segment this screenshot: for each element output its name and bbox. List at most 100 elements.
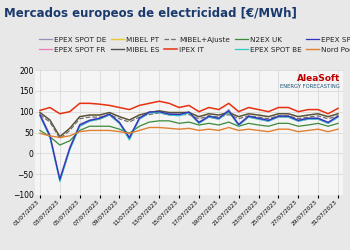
Nord Pool	[246, 128, 251, 131]
EPEX SPOT FR	[98, 118, 102, 121]
MIBEL PT	[48, 118, 52, 122]
IPEX IT	[48, 106, 52, 109]
Nord Pool	[147, 126, 151, 129]
EPEX SPOT FR	[38, 114, 42, 117]
EPEX SPOT FR	[68, 148, 72, 151]
Nord Pool	[306, 129, 310, 132]
Nord Pool	[58, 136, 62, 139]
EPEX SPOT FR	[147, 112, 151, 114]
IPEX IT	[217, 108, 221, 111]
EPEX SPOT BE	[137, 118, 141, 121]
MIBEL ES	[237, 115, 241, 118]
EPEX SPOT NL	[326, 121, 330, 124]
MIBEL+Ajuste	[147, 113, 151, 116]
N2EX UK	[207, 122, 211, 125]
IPEX IT	[167, 102, 171, 105]
EPEX SPOT NL	[157, 110, 161, 113]
EPEX SPOT DE	[197, 120, 201, 124]
Nord Pool	[88, 129, 92, 132]
Text: ENERGY FORECASTING: ENERGY FORECASTING	[280, 84, 340, 89]
N2EX UK	[38, 129, 42, 132]
MIBEL+Ajuste	[217, 116, 221, 118]
EPEX SPOT FR	[266, 120, 271, 123]
Nord Pool	[177, 128, 181, 131]
IPEX IT	[58, 112, 62, 115]
EPEX SPOT DE	[167, 112, 171, 115]
Text: Mercados europeos de electricidad [€/MWh]: Mercados europeos de electricidad [€/MWh…	[4, 8, 296, 20]
EPEX SPOT DE	[187, 110, 191, 113]
EPEX SPOT BE	[306, 118, 310, 121]
EPEX SPOT FR	[316, 118, 320, 121]
EPEX SPOT DE	[68, 146, 72, 148]
EPEX SPOT BE	[217, 118, 221, 121]
EPEX SPOT DE	[237, 123, 241, 126]
EPEX SPOT NL	[237, 123, 241, 126]
MIBEL PT	[137, 114, 141, 116]
Nord Pool	[107, 129, 112, 132]
EPEX SPOT DE	[227, 108, 231, 111]
MIBEL PT	[177, 111, 181, 114]
MIBEL+Ajuste	[246, 114, 251, 117]
EPEX SPOT DE	[257, 116, 261, 119]
EPEX SPOT NL	[137, 117, 141, 120]
EPEX SPOT DE	[326, 120, 330, 124]
N2EX UK	[157, 119, 161, 122]
IPEX IT	[78, 102, 82, 105]
N2EX UK	[326, 125, 330, 128]
EPEX SPOT FR	[276, 116, 280, 118]
EPEX SPOT DE	[78, 123, 82, 126]
Line: MIBEL PT: MIBEL PT	[40, 111, 338, 137]
MIBEL+Ajuste	[276, 114, 280, 117]
EPEX SPOT BE	[227, 110, 231, 113]
Nord Pool	[257, 129, 261, 132]
EPEX SPOT DE	[48, 133, 52, 136]
MIBEL+Ajuste	[58, 137, 62, 140]
N2EX UK	[127, 132, 132, 135]
EPEX SPOT BE	[98, 118, 102, 121]
EPEX SPOT NL	[336, 115, 340, 118]
EPEX SPOT FR	[207, 116, 211, 118]
N2EX UK	[306, 124, 310, 126]
MIBEL PT	[306, 114, 310, 116]
EPEX SPOT DE	[127, 135, 132, 138]
EPEX SPOT BE	[266, 120, 271, 123]
MIBEL PT	[58, 135, 62, 138]
MIBEL ES	[187, 111, 191, 114]
EPEX SPOT BE	[157, 111, 161, 114]
EPEX SPOT BE	[68, 148, 72, 152]
MIBEL PT	[266, 115, 271, 118]
MIBEL PT	[147, 111, 151, 114]
IPEX IT	[147, 102, 151, 105]
IPEX IT	[157, 100, 161, 103]
MIBEL+Ajuste	[48, 120, 52, 124]
MIBEL ES	[197, 115, 201, 118]
IPEX IT	[197, 110, 201, 113]
IPEX IT	[257, 108, 261, 111]
IPEX IT	[98, 103, 102, 106]
Nord Pool	[187, 127, 191, 130]
N2EX UK	[237, 125, 241, 128]
EPEX SPOT DE	[117, 120, 121, 124]
MIBEL ES	[127, 118, 132, 122]
EPEX SPOT NL	[296, 119, 300, 122]
MIBEL ES	[246, 112, 251, 115]
MIBEL PT	[227, 111, 231, 114]
N2EX UK	[107, 125, 112, 128]
Nord Pool	[127, 132, 132, 135]
MIBEL ES	[157, 109, 161, 112]
MIBEL PT	[276, 112, 280, 115]
MIBEL ES	[107, 111, 112, 114]
IPEX IT	[266, 110, 271, 113]
MIBEL ES	[167, 111, 171, 114]
Nord Pool	[266, 130, 271, 133]
Nord Pool	[38, 132, 42, 135]
EPEX SPOT NL	[197, 121, 201, 124]
MIBEL PT	[127, 118, 132, 122]
EPEX SPOT DE	[137, 116, 141, 119]
MIBEL+Ajuste	[137, 116, 141, 118]
Nord Pool	[237, 129, 241, 132]
MIBEL PT	[78, 115, 82, 118]
MIBEL ES	[147, 111, 151, 114]
Nord Pool	[117, 130, 121, 133]
N2EX UK	[227, 120, 231, 124]
